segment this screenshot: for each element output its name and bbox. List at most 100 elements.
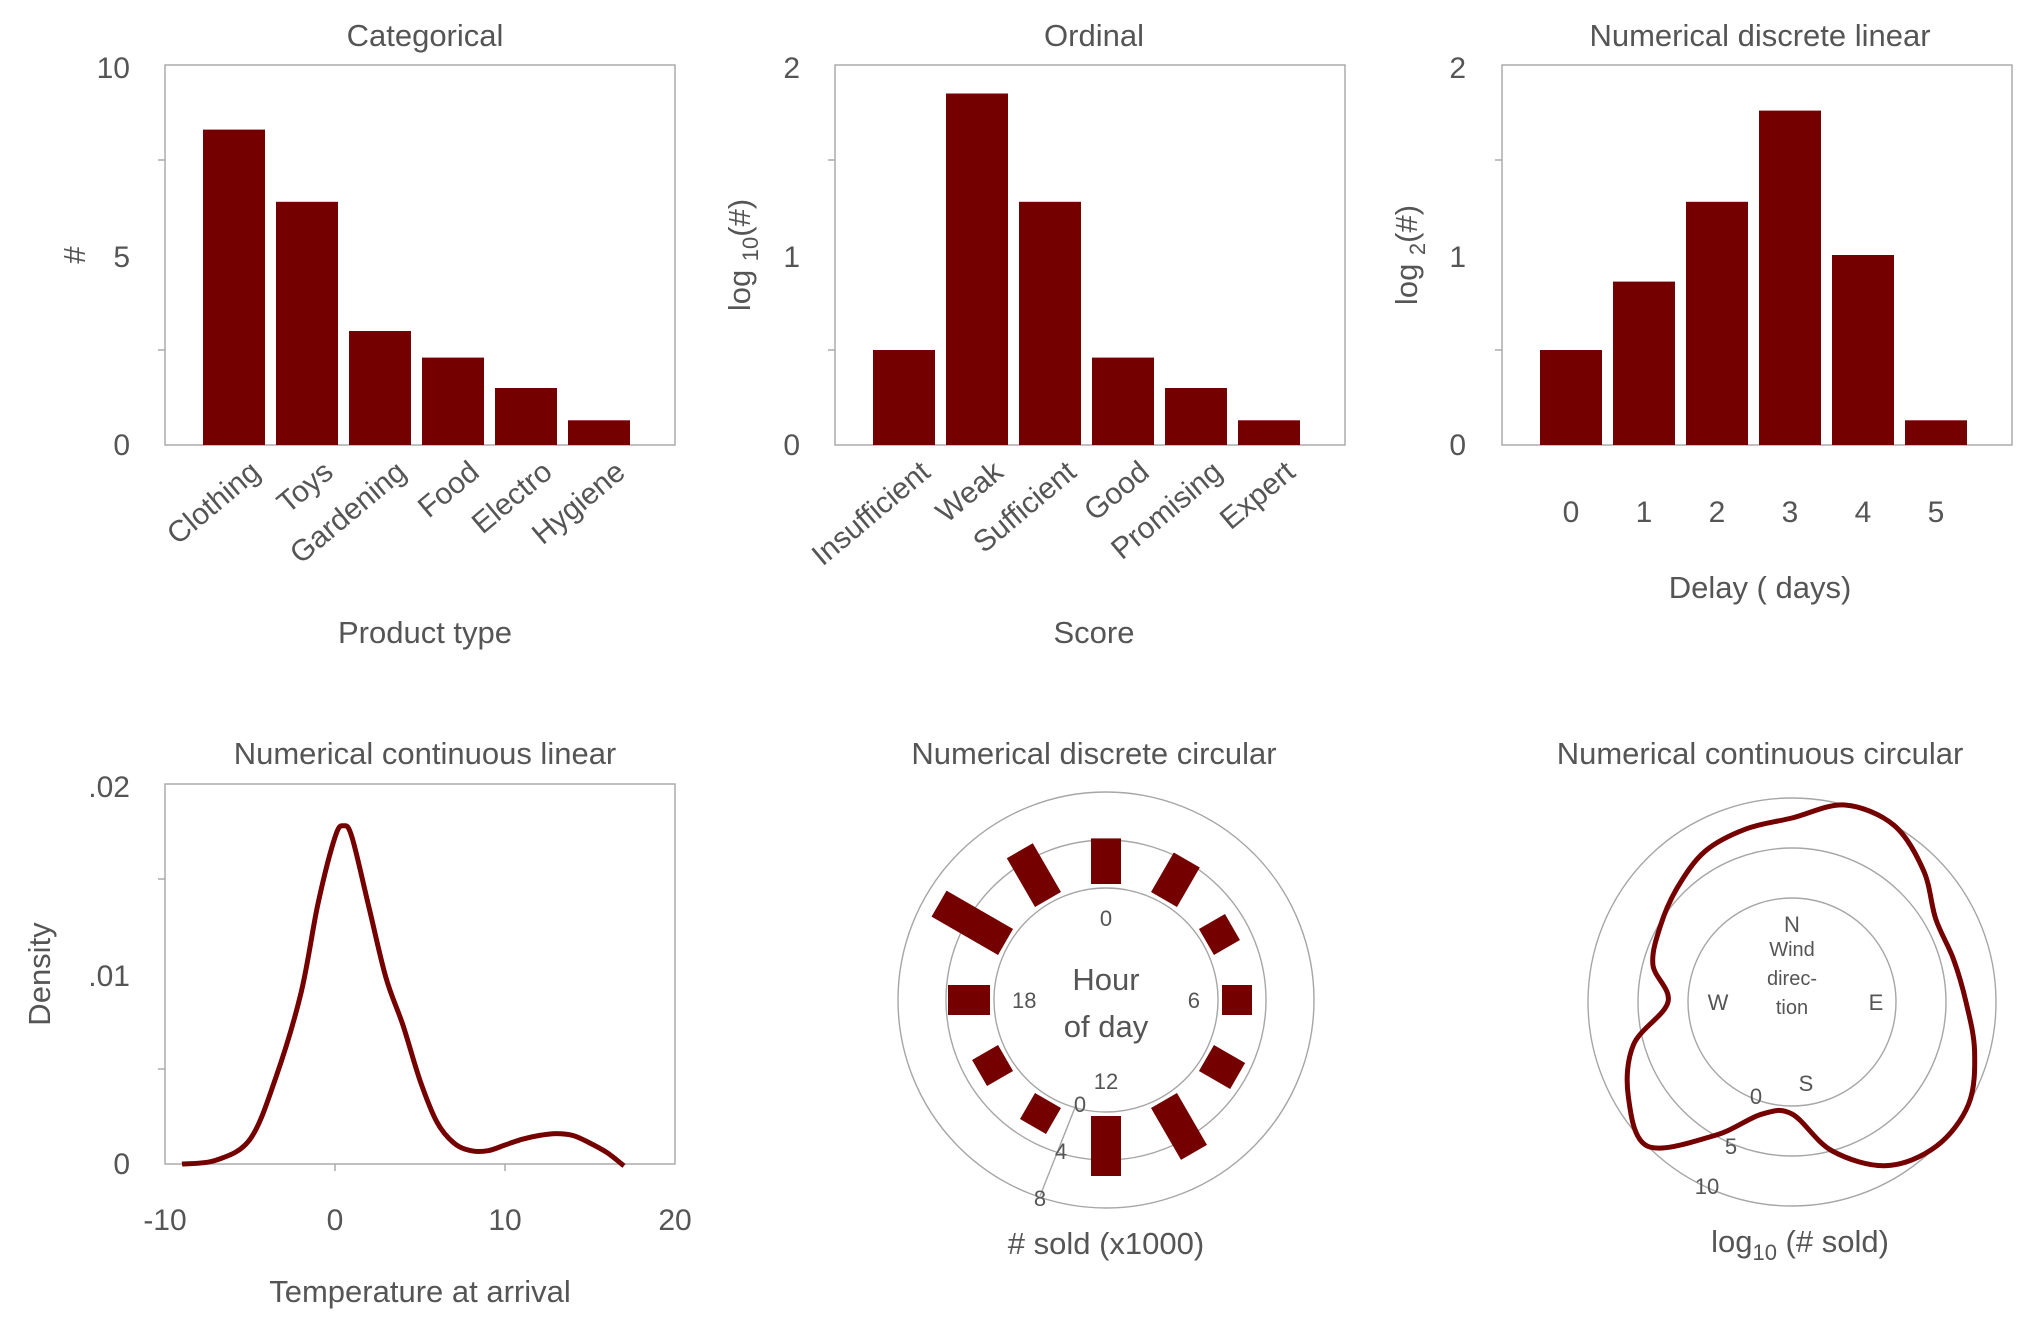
hour-bar-group (1151, 852, 1200, 908)
discrete-linear-chart: Numerical discrete linear 2 1 0 log 2(#)… (1389, 18, 2013, 605)
bar-clothing (203, 129, 265, 445)
bar-1 (1613, 281, 1675, 445)
y-tick-label: 0 (1449, 429, 1466, 462)
hour-bar-group (1006, 843, 1061, 908)
wind-rose-curve (1624, 802, 1978, 1169)
compass-label-w: W (1708, 990, 1729, 1015)
hour-bar-group (972, 1045, 1014, 1086)
y-tick-label: 2 (1449, 52, 1466, 85)
categorical-chart: Categorical 10 5 0 # Clothing ToysGardeni… (57, 18, 676, 650)
radial-tick-label: 5 (1725, 1134, 1737, 1159)
y-axis-label-subscript: 10 (738, 237, 763, 261)
x-tick-label: Clothing (161, 455, 267, 551)
plot-frame (1501, 64, 2013, 446)
hour-bar-group (1198, 1045, 1246, 1089)
x-tick-label: Expert (1214, 455, 1302, 536)
x-tick-label: 5 (1928, 496, 1945, 529)
axis-label: # sold (x1000) (1008, 1226, 1204, 1261)
y-tick-label: 1 (1449, 241, 1466, 274)
x-tick-label: 4 (1855, 496, 1872, 529)
y-axis-label-subscript: 2 (1405, 243, 1430, 255)
plot-frame (164, 64, 676, 446)
y-axis-label-suffix: (#) (1389, 205, 1424, 243)
x-tick-label: 1 (1636, 496, 1653, 529)
y-axis-label-main: log (722, 261, 757, 311)
y-tick-label: 0 (113, 1148, 130, 1181)
x-tick-label: 0 (1563, 496, 1580, 529)
hour-bar-22 (1006, 843, 1061, 908)
discrete-circular-chart: Numerical discrete circular Hour of day … (897, 736, 1315, 1261)
bar-5 (1905, 420, 1967, 445)
hour-bar-16 (972, 1045, 1014, 1086)
hour-label: 18 (1012, 988, 1036, 1013)
x-tick-label: 0 (327, 1204, 344, 1237)
x-tick-label: Insufficient (806, 455, 937, 573)
hour-bar-group (1091, 1116, 1121, 1176)
x-tick-label: 10 (488, 1204, 521, 1237)
bar-3 (1759, 110, 1821, 445)
plot-frame (164, 783, 676, 1165)
hour-bar-2 (1151, 852, 1200, 908)
hour-bar-8 (1198, 1045, 1246, 1089)
radial-tick-label: 0 (1750, 1084, 1762, 1109)
chart-title: Numerical continuous linear (234, 736, 617, 771)
y-axis-label: log 2(#) (1389, 205, 1430, 305)
chart-title: Numerical discrete circular (911, 736, 1276, 771)
hour-bar-6 (1222, 985, 1252, 1015)
y-tick-label: 10 (97, 52, 130, 85)
hour-bar-14 (1020, 1092, 1061, 1134)
y-tick-label: 0 (113, 429, 130, 462)
center-label: Hour (1072, 962, 1139, 997)
hour-label: 0 (1100, 906, 1112, 931)
bar-insufficient (873, 350, 935, 445)
bar-0 (1540, 350, 1602, 445)
hour-bar-20 (931, 890, 1014, 955)
bar-good (1092, 357, 1154, 445)
continuous-linear-chart: Numerical continuous linear .02 .01 0 -1… (22, 736, 692, 1309)
hour-bar-12 (1091, 1116, 1121, 1176)
hour-bar-group (1020, 1092, 1061, 1134)
y-tick-label: 2 (783, 52, 800, 85)
chart-title: Numerical continuous circular (1557, 736, 1964, 771)
x-axis-label: Score (1054, 615, 1135, 650)
radial-tick-label: 10 (1695, 1174, 1719, 1199)
hour-bar-group (1198, 914, 1240, 955)
bar-sufficient (1019, 201, 1081, 445)
y-tick-label: 0 (783, 429, 800, 462)
center-label: tion (1776, 997, 1808, 1019)
y-axis-label: log 10(#) (722, 199, 763, 311)
x-tick-labels: InsufficientWeakSufficientGoodPromisingE… (806, 454, 1302, 572)
y-tick-label: 5 (113, 241, 130, 274)
bar-weak (946, 93, 1008, 445)
x-axis-label: Delay ( days) (1669, 570, 1852, 605)
x-tick-label: -10 (143, 1204, 186, 1237)
density-curve (181, 823, 626, 1168)
chart-title: Categorical (347, 18, 504, 53)
bar-gardening (349, 331, 411, 445)
bar-promising (1165, 388, 1227, 445)
hour-bar-0 (1091, 838, 1121, 884)
axis-label-main: log (1711, 1224, 1752, 1259)
bar-food (422, 357, 484, 445)
hour-bar-group (1222, 985, 1252, 1015)
compass-label-n: N (1784, 912, 1800, 937)
x-tick-labels: 0 1 2 3 4 5 (1563, 496, 1945, 529)
hour-label: 6 (1188, 988, 1200, 1013)
hour-bar-group (1091, 838, 1121, 884)
bar-group (1540, 110, 1967, 445)
middle-ring (1637, 847, 1947, 1157)
center-label: direc- (1767, 968, 1817, 990)
radial-axis (1039, 1104, 1077, 1197)
hour-bar-group (931, 890, 1014, 955)
hour-bar-group (948, 985, 990, 1015)
bar-electro (495, 388, 557, 445)
hour-bar-10 (1151, 1092, 1207, 1160)
axis-label-subscript: 10 (1752, 1240, 1776, 1265)
bar-2 (1686, 201, 1748, 445)
outer-ring (897, 791, 1315, 1209)
radial-tick-label: 4 (1055, 1139, 1067, 1164)
ordinal-chart: Ordinal 2 1 0 log 10(#) InsufficientWeak… (722, 18, 1346, 650)
x-axis-label: Product type (338, 615, 512, 650)
y-axis-label: Density (22, 922, 57, 1026)
